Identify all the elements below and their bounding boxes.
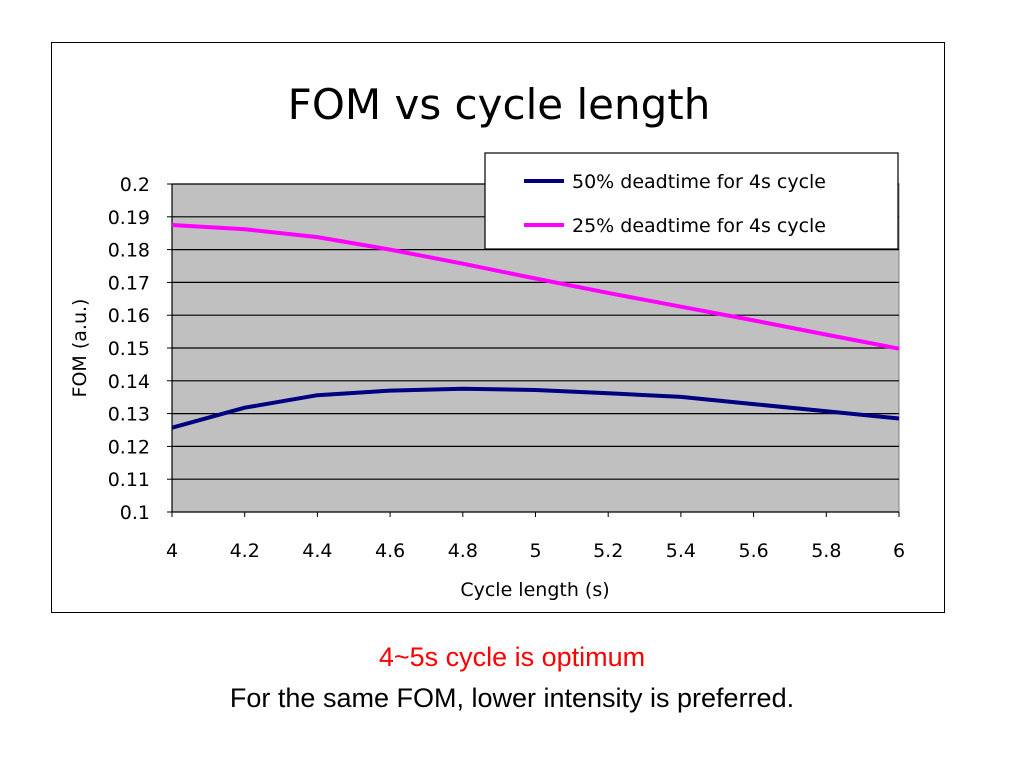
legend: 50% deadtime for 4s cycle 25% deadtime f… bbox=[484, 152, 899, 250]
x-tick-label: 4.4 bbox=[302, 540, 332, 562]
chart-frame: FOM vs cycle length 4 4.2 4.4 4.6 4.8 5 5.2 5.4… bbox=[51, 42, 945, 613]
legend-label-0: 50% deadtime for 4s cycle bbox=[572, 171, 826, 193]
x-tick-label: 5.8 bbox=[811, 540, 841, 562]
y-tick-label: 0.12 bbox=[108, 436, 150, 458]
x-tick-label: 4.6 bbox=[375, 540, 405, 562]
y-tick-label: 0.14 bbox=[108, 371, 150, 393]
legend-box bbox=[484, 152, 899, 250]
x-tick-label: 5.2 bbox=[593, 540, 623, 562]
y-tick-label: 0.18 bbox=[108, 240, 150, 262]
y-tick-label: 0.1 bbox=[120, 502, 150, 524]
y-axis-label: FOM (a.u.) bbox=[69, 299, 91, 398]
x-tick-label: 4.2 bbox=[230, 540, 260, 562]
series-lines bbox=[171, 223, 900, 430]
y-tick-label: 0.17 bbox=[108, 272, 150, 294]
x-axis-label: Cycle length (s) bbox=[460, 579, 609, 601]
x-tick-label: 6 bbox=[893, 540, 905, 562]
y-tick-label: 0.16 bbox=[108, 305, 150, 327]
x-tick-label: 5 bbox=[529, 540, 541, 562]
axes bbox=[167, 183, 900, 517]
y-tick-label: 0.13 bbox=[108, 404, 150, 426]
chart: FOM vs cycle length 4 4.2 4.4 4.6 4.8 5 5.2 5.4… bbox=[69, 80, 905, 601]
x-tick-label: 5.4 bbox=[666, 540, 696, 562]
y-tick-labels: 0.1 0.11 0.12 0.13 0.14 0.15 0.16 0.17 0.18 0.19 0… bbox=[108, 174, 150, 524]
y-tick-label: 0.11 bbox=[108, 469, 150, 491]
caption-highlight: 4~5s cycle is optimum bbox=[378, 642, 646, 672]
y-tick-label: 0.15 bbox=[108, 338, 150, 360]
x-tick-labels: 4 4.2 4.4 4.6 4.8 5 5.2 5.4 5.6 5.8 6 bbox=[166, 540, 905, 562]
x-tick-label: 5.6 bbox=[738, 540, 768, 562]
x-tick-label: 4 bbox=[166, 540, 178, 562]
y-tick-label: 0.19 bbox=[108, 207, 150, 229]
caption-note: For the same FOM, lower intensity is pre… bbox=[229, 683, 795, 713]
y-tick-label: 0.2 bbox=[120, 174, 150, 196]
x-tick-label: 4.8 bbox=[448, 540, 478, 562]
legend-label-1: 25% deadtime for 4s cycle bbox=[572, 215, 826, 237]
chart-title: FOM vs cycle length bbox=[288, 80, 711, 129]
